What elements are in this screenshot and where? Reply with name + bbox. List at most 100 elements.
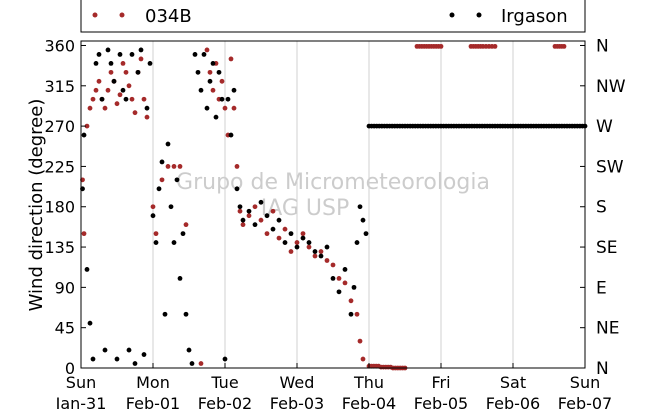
- data-point-034b: [360, 356, 366, 362]
- data-point-irgason: [165, 141, 171, 147]
- data-point-irgason: [312, 249, 318, 254]
- x-tick-label-day: Mon: [136, 373, 170, 392]
- legend-marker-irgason: [476, 12, 482, 18]
- data-point-034b: [87, 105, 93, 111]
- data-point-irgason: [276, 217, 282, 223]
- data-point-034b: [312, 253, 318, 259]
- x-tick-label-day: Sat: [500, 373, 526, 392]
- data-point-irgason: [288, 231, 294, 237]
- y-tick-label-right: NE: [596, 319, 619, 339]
- data-point-irgason: [168, 204, 174, 210]
- data-point-irgason: [99, 96, 105, 102]
- data-point-034b: [324, 258, 330, 263]
- data-point-034b: [183, 222, 189, 228]
- data-point-irgason: [111, 78, 117, 84]
- data-point-034b: [108, 69, 114, 75]
- data-point-irgason: [204, 105, 210, 111]
- data-point-irgason: [192, 52, 198, 57]
- data-point-034b: [159, 177, 165, 183]
- data-point-irgason: [306, 240, 312, 245]
- data-point-irgason: [147, 60, 153, 66]
- data-point-irgason: [90, 356, 96, 362]
- data-point-irgason: [108, 60, 114, 66]
- y-tick-label-right: W: [596, 117, 613, 137]
- data-point-irgason: [234, 186, 240, 192]
- data-point-034b: [300, 231, 306, 237]
- data-point-034b: [144, 114, 150, 120]
- data-point-irgason: [174, 177, 180, 183]
- watermark-line-2: IAG USP: [261, 196, 350, 221]
- data-point-034b: [120, 60, 126, 66]
- legend-marker-irgason: [449, 12, 455, 18]
- data-point-irgason: [162, 311, 168, 317]
- data-point-irgason: [357, 204, 363, 210]
- data-point-034b: [234, 164, 240, 169]
- data-point-irgason: [186, 347, 192, 353]
- data-point-034b: [96, 78, 102, 84]
- data-point-irgason: [189, 361, 195, 366]
- watermark-line-1: Grupo de Micrometeorologia: [176, 170, 490, 195]
- data-point-irgason: [210, 60, 216, 66]
- y-tick-label: 0: [65, 359, 75, 378]
- y-tick-label: 360: [44, 36, 75, 55]
- data-point-034b: [204, 47, 210, 53]
- data-point-irgason: [213, 114, 219, 120]
- data-point-034b: [114, 101, 120, 107]
- data-point-034b: [231, 105, 237, 111]
- data-point-034b: [270, 208, 276, 214]
- data-point-irgason: [201, 52, 207, 57]
- data-point-irgason: [123, 96, 129, 102]
- data-point-irgason: [135, 69, 141, 75]
- x-tick-label-date: Feb-02: [198, 394, 252, 409]
- x-tick-label-date: Feb-07: [558, 394, 612, 409]
- data-point-034b: [294, 240, 300, 245]
- y-tick-label: 180: [44, 198, 75, 217]
- data-point-irgason: [177, 276, 183, 281]
- data-point-034b: [264, 231, 270, 237]
- data-point-irgason: [153, 240, 159, 245]
- data-point-034b: [105, 87, 111, 93]
- data-point-irgason: [363, 231, 369, 237]
- data-point-034b: [354, 311, 360, 317]
- data-point-irgason: [294, 244, 300, 250]
- data-point-irgason: [87, 320, 93, 326]
- data-point-irgason: [354, 240, 360, 245]
- data-point-irgason: [219, 96, 225, 102]
- data-point-irgason: [216, 69, 222, 75]
- x-tick-label-date: Jan-31: [55, 394, 107, 409]
- data-point-irgason: [270, 226, 276, 232]
- data-point-034b: [306, 244, 312, 250]
- data-point-irgason: [183, 311, 189, 317]
- data-point-irgason: [282, 240, 288, 245]
- data-point-irgason: [105, 47, 111, 53]
- data-point-irgason: [156, 186, 162, 192]
- y-tick-label-right: N: [596, 36, 609, 56]
- data-point-irgason: [348, 311, 354, 317]
- x-tick-label-day: Thu: [353, 373, 384, 392]
- data-point-034b: [117, 92, 123, 98]
- data-point-034b: [348, 298, 354, 304]
- y-tick-label: 90: [55, 278, 75, 297]
- y-tick-label-right: SW: [596, 157, 624, 177]
- data-point-034b: [129, 96, 135, 102]
- data-point-034b: [228, 56, 234, 62]
- data-point-irgason: [300, 235, 306, 241]
- legend-label-irgason: Irgason: [501, 6, 568, 27]
- y-tick-label: 315: [44, 77, 75, 96]
- data-point-irgason: [264, 213, 270, 219]
- data-point-034b: [90, 96, 96, 102]
- data-point-irgason: [132, 361, 138, 366]
- data-point-034b: [84, 123, 90, 129]
- data-point-irgason: [240, 217, 246, 223]
- data-point-034b: [132, 110, 138, 116]
- y-tick-label: 45: [55, 319, 75, 338]
- x-tick-label-date: Feb-06: [486, 394, 540, 409]
- data-point-irgason: [246, 208, 252, 214]
- x-tick-label-day: Wed: [280, 373, 315, 392]
- plot-frame: [80, 40, 586, 369]
- data-point-034b: [237, 208, 243, 214]
- data-point-irgason: [117, 52, 123, 57]
- data-point-034b: [336, 276, 342, 281]
